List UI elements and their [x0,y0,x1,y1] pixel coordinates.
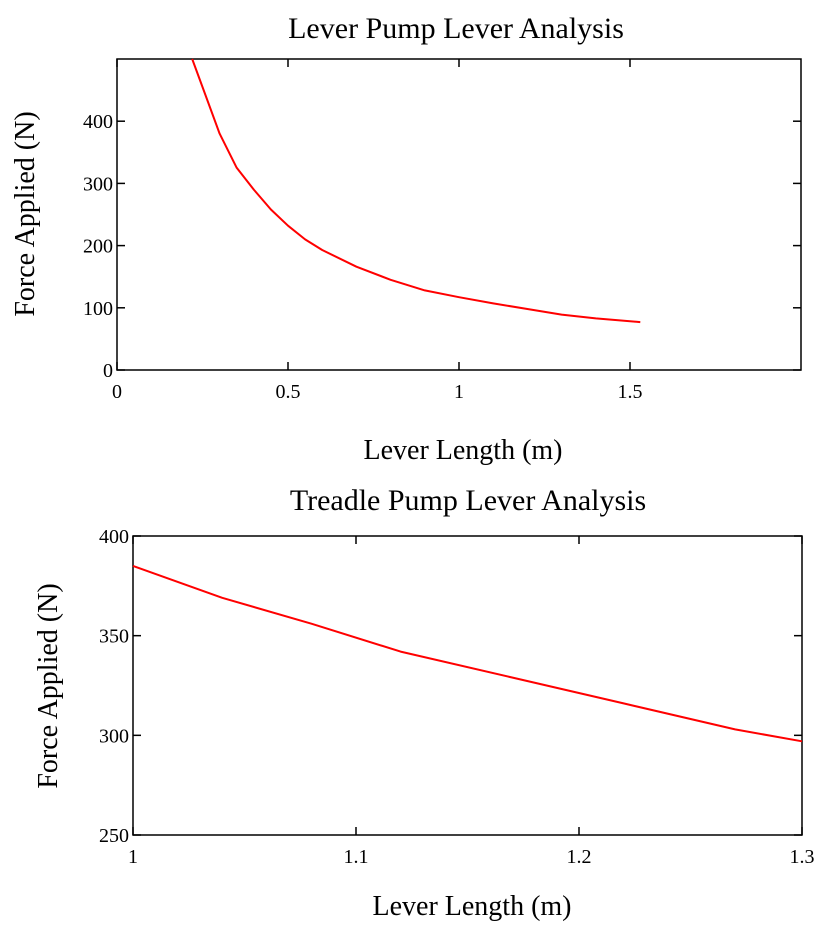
series-group [191,58,641,324]
x-axis-label: Lever Length (m) [363,435,562,466]
axis-ticks [132,535,803,836]
tick-labels: 0 0.5 1 1.5 0 100 200 300 400 [83,111,643,403]
y-tick-label: 400 [99,526,129,548]
x-tick-label: 1.5 [618,381,643,403]
chart-title: Lever Pump Lever Analysis [288,12,624,45]
series-group [132,564,803,743]
y-tick-label: 400 [83,111,113,133]
chart-title: Treadle Pump Lever Analysis [290,484,646,517]
x-tick-label: 1 [128,846,138,868]
tick-labels: 1 1.1 1.2 1.3 250 300 350 400 [99,526,815,868]
axis-ticks [116,59,801,371]
y-tick-label: 350 [99,626,129,648]
y-axis-label: Force Applied (N) [10,111,41,316]
plot-frame [116,58,802,371]
y-tick-label: 100 [83,298,113,320]
series-line [191,58,641,324]
x-tick-label: 1 [454,381,464,403]
x-tick-label: 0.5 [276,381,301,403]
x-tick-label: 1.1 [344,846,369,868]
x-tick-label: 1.3 [790,846,815,868]
y-tick-label: 0 [103,360,113,382]
x-tick-label: 0 [112,381,122,403]
chart-treadle-pump: Treadle Pump Lever Analysis 1 1.1 1.2 1.3 25… [33,484,815,922]
chart-lever-pump: Lever Pump Lever Analysis 0 0.5 1 1.5 0 100 20… [10,12,802,466]
x-tick-label: 1.2 [567,846,592,868]
y-tick-label: 250 [99,825,129,847]
x-axis-label: Lever Length (m) [372,891,571,922]
y-tick-label: 200 [83,236,113,258]
y-tick-label: 300 [83,173,113,195]
y-tick-label: 300 [99,725,129,747]
plot-frame [132,535,803,836]
series-line [132,564,803,743]
y-axis-label: Force Applied (N) [33,583,64,788]
